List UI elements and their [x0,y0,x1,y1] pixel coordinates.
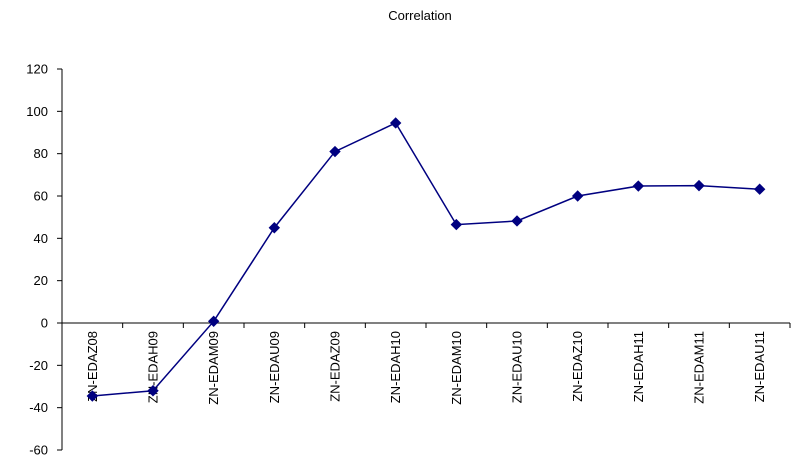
x-axis-ticks: ZN-EDAZ08 ZN-EDAH09 ZN-EDAM09 ZN-EDAU09 ZN-E… [61,323,791,405]
y-tick-label: 120 [26,62,48,77]
data-point [268,222,281,234]
data-point [571,190,584,202]
data-point [511,215,523,227]
y-axis-ticks: -60 -40 -20 0 20 40 60 80 100 120 [26,62,62,458]
data-point [632,180,645,192]
data-point [329,145,341,158]
x-tick-label: ZN-EDAU11 [752,331,767,402]
y-tick-label: 60 [34,189,48,204]
data-point [86,390,99,402]
y-tick-label: 40 [34,231,48,246]
x-tick-label: ZN-EDAU09 [267,331,282,403]
y-tick-label: 80 [34,146,48,161]
x-tick-label: ZN-EDAH10 [388,331,403,403]
x-tick-label: ZN-EDAH11 [631,331,646,402]
data-point [753,183,766,195]
data-point [207,315,220,328]
data-point [450,218,463,231]
data-point [389,117,402,129]
x-tick-label: ZN-EDAZ10 [570,331,585,402]
y-tick-label: 100 [26,104,48,119]
y-tick-label: 20 [34,273,48,288]
chart-title: Correlation [388,8,452,23]
x-tick-label: ZN-EDAH09 [146,331,161,403]
series-group [86,117,766,402]
x-tick-label: ZN-EDAM09 [206,331,221,405]
y-tick-label: 0 [41,316,48,331]
x-tick-label: ZN-EDAZ08 [85,331,100,402]
y-tick-label: -60 [29,443,48,458]
series-line [92,122,760,397]
x-tick-label: ZN-EDAM10 [449,331,464,405]
data-point [147,385,159,397]
y-tick-label: -40 [29,400,48,415]
x-tick-label: ZN-EDAM11 [692,331,707,404]
x-tick-label: ZN-EDAZ09 [328,331,343,402]
x-tick-label: ZN-EDAU10 [510,331,525,403]
data-point [693,179,705,192]
axes [61,69,790,450]
y-tick-label: -20 [29,358,48,373]
